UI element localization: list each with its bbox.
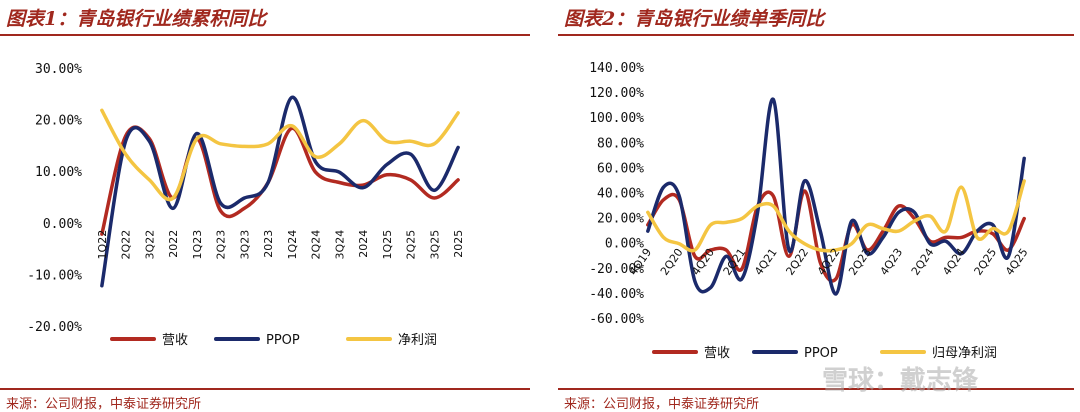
x-tick-label: 2025 <box>452 230 465 258</box>
x-tick-label: 1Q25 <box>381 230 394 260</box>
x-tick-label: 2Q24 <box>310 230 323 260</box>
y-tick-label: 0.00% <box>605 237 644 252</box>
x-tick-label: 1Q24 <box>286 230 299 260</box>
x-tick-label: 3Q24 <box>333 230 346 260</box>
x-tick-label: 2Q25 <box>405 230 418 260</box>
y-tick-label: -10.00% <box>27 268 82 283</box>
y-tick-label: 60.00% <box>597 161 644 176</box>
y-tick-label: -20.00% <box>27 320 82 335</box>
legend-label: 净利润 <box>398 333 437 348</box>
y-tick-label: 0.00% <box>43 217 82 232</box>
legend-label: 营收 <box>704 346 730 361</box>
x-tick-label: 2024 <box>357 230 370 258</box>
y-tick-label: 140.00% <box>589 61 644 76</box>
source-rule <box>0 388 530 390</box>
x-tick-label: 4Q24 <box>940 246 968 278</box>
x-tick-label: 1Q22 <box>96 230 109 260</box>
y-tick-label: -60.00% <box>589 312 644 327</box>
series-line-2 <box>100 108 460 202</box>
x-tick-label: 2Q22 <box>120 230 133 260</box>
series-line-1 <box>100 95 460 288</box>
chart-2-title: 图表2：青岛银行业绩单季同比 <box>564 8 825 30</box>
x-tick-label: 2023 <box>262 230 275 258</box>
y-tick-label: 120.00% <box>589 86 644 101</box>
chart-panel-quarterly: 图表2：青岛银行业绩单季同比 -60.00% -40.00% -20.00% 0.00… <box>558 0 1080 412</box>
y-tick-label: 10.00% <box>35 165 82 180</box>
chart-2-plot: -60.00% -40.00% -20.00% 0.00% 20.00% 40.00% 60… <box>589 61 1030 361</box>
x-tick-label: 2Q24 <box>909 246 937 278</box>
x-tick-label: 2Q25 <box>972 246 1000 278</box>
y-tick-label: 40.00% <box>597 187 644 202</box>
y-tick-label: -20.00% <box>589 262 644 277</box>
x-tick-label: 3Q25 <box>428 230 441 260</box>
y-tick-label: 20.00% <box>597 212 644 227</box>
watermark-logo: 雪球：戴志锋 <box>822 366 979 396</box>
legend-label: PPOP <box>804 346 838 361</box>
series-line-1 <box>646 97 1026 296</box>
series-line-0 <box>646 189 1026 283</box>
x-tick-label: 3Q23 <box>238 230 251 260</box>
chart-1-source: 来源：公司财报，中泰证券研究所 <box>6 397 202 412</box>
title-rule <box>558 34 1074 36</box>
title-rule <box>0 34 530 36</box>
y-tick-label: 20.00% <box>35 114 82 129</box>
x-tick-label: 4Q21 <box>752 246 780 278</box>
chart-2-source: 来源：公司财报，中泰证券研究所 <box>564 397 760 412</box>
x-tick-label: 3Q22 <box>143 230 156 260</box>
x-tick-label: 2Q20 <box>658 246 686 278</box>
x-tick-label: 2Q23 <box>846 246 874 278</box>
y-tick-label: 80.00% <box>597 136 644 151</box>
series-line-2 <box>646 179 1026 253</box>
chart-1-title: 图表1：青岛银行业绩累积同比 <box>6 8 267 30</box>
x-tick-label: 2022 <box>167 230 180 258</box>
source-rule <box>558 388 1074 390</box>
y-tick-label: -40.00% <box>589 287 644 302</box>
y-tick-label: 100.00% <box>589 111 644 126</box>
chart-1-plot: -20.00% -10.00% 0.00% 10.00% 20.00% 30.00% 1Q2… <box>27 62 465 348</box>
y-tick-label: 30.00% <box>35 62 82 77</box>
x-tick-label: 1Q23 <box>191 230 204 260</box>
x-tick-label: 2Q23 <box>215 230 228 260</box>
legend-label: 归母净利润 <box>932 346 997 361</box>
chart-panel-cumulative: 图表1：青岛银行业绩累积同比 -20.00% -10.00% 0.00% 10.00%… <box>0 0 536 412</box>
x-tick-label: 4Q23 <box>878 246 906 278</box>
legend-label: 营收 <box>162 333 188 348</box>
legend-label: PPOP <box>266 333 300 348</box>
